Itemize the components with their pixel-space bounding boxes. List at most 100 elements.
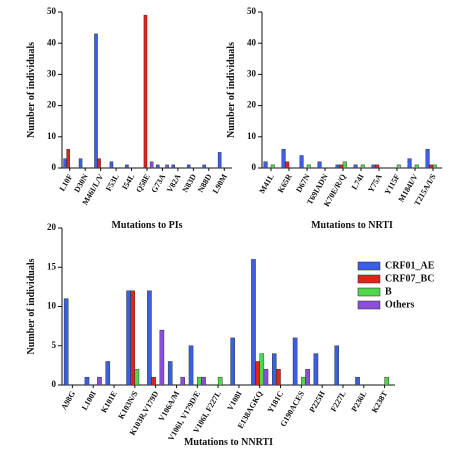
bar	[130, 290, 136, 386]
bar	[317, 161, 322, 169]
bar	[186, 164, 191, 169]
x-tick-label: L74I	[350, 173, 366, 192]
y-tick-label: 40	[47, 37, 57, 47]
y-tick-label: 10	[247, 131, 257, 141]
bar	[134, 369, 140, 386]
y-tick-label: 0	[52, 162, 57, 172]
legend-swatch	[357, 261, 381, 271]
y-tick-label: 20	[47, 222, 57, 232]
x-tick-label: V82A	[165, 172, 183, 194]
y-tick-label: 10	[47, 131, 57, 141]
x-tick-label: A98G	[59, 390, 77, 412]
bar	[84, 376, 90, 386]
legend-swatch	[357, 300, 381, 310]
x-tick-label: Y181C	[266, 389, 286, 414]
y-tick-label: 20	[247, 100, 257, 110]
x-tick-label: G73A	[149, 172, 167, 194]
bar	[156, 164, 160, 169]
bar	[63, 298, 69, 386]
x-axis-title: Mutations to PIs	[111, 220, 182, 231]
bar	[66, 149, 70, 169]
x-tick-label: P236L	[350, 390, 369, 414]
bar	[97, 158, 101, 169]
x-tick-label: K238T	[370, 389, 390, 414]
bar	[285, 161, 290, 169]
bar	[281, 149, 286, 169]
y-tick-label: 5	[52, 340, 57, 350]
x-axis-title: Mutations to NRTI	[311, 220, 393, 231]
bar	[125, 164, 129, 169]
bar	[432, 164, 437, 169]
bar	[126, 290, 131, 386]
y-tick-label: 10	[47, 301, 57, 311]
bar	[159, 329, 165, 386]
bar	[407, 158, 412, 169]
x-tick-label: K65R	[276, 172, 294, 194]
x-tick-label: Y115F	[383, 172, 402, 196]
bar	[396, 164, 401, 169]
bar	[414, 164, 419, 169]
x-tick-label: F227L	[329, 390, 348, 414]
bar	[270, 164, 275, 169]
x-tick-label: N83D	[181, 172, 199, 194]
x-tick-label: L100I	[80, 390, 98, 412]
bar	[151, 376, 156, 386]
x-axis-title: Mutations to NNRTI	[184, 437, 273, 448]
y-tick-label: 20	[47, 100, 57, 110]
bar	[384, 376, 389, 386]
bar	[429, 164, 434, 169]
y-tick-label: 30	[247, 68, 257, 78]
bar	[425, 149, 430, 169]
bar	[306, 164, 311, 169]
y-tick-label: 30	[47, 68, 57, 78]
bar	[276, 369, 281, 386]
bar	[342, 161, 347, 169]
bar	[375, 164, 380, 169]
y-axis-title: Number of individuals	[26, 258, 37, 354]
y-tick-label: 50	[47, 6, 57, 16]
y-tick-label: 15	[47, 261, 57, 271]
bar	[217, 376, 223, 386]
bar	[105, 361, 111, 386]
bar	[255, 361, 260, 386]
bar	[263, 161, 268, 169]
legend-label: CRF01_AE	[385, 260, 435, 271]
bar	[97, 376, 102, 386]
y-tick-label: 40	[247, 37, 257, 47]
x-tick-label: D67N	[294, 172, 312, 194]
bar	[63, 158, 67, 169]
x-tick-label: V108I	[225, 390, 243, 413]
bar	[197, 376, 202, 386]
bar	[143, 14, 148, 169]
x-tick-label: L90M	[211, 172, 229, 195]
x-tick-label: Y75A	[366, 172, 384, 194]
legend-swatch	[357, 274, 381, 284]
bar	[180, 376, 185, 386]
y-tick-label: 0	[252, 162, 257, 172]
legend-label: Others	[385, 299, 415, 310]
bar	[167, 361, 173, 386]
x-tick-label: P225H	[308, 389, 328, 414]
bar	[272, 353, 277, 386]
legend-swatch	[357, 287, 381, 297]
y-tick-label: 50	[247, 6, 257, 16]
bar	[188, 345, 194, 386]
bar	[217, 152, 222, 169]
bar	[251, 259, 256, 386]
bar	[94, 33, 98, 169]
bar	[371, 164, 376, 169]
y-axis-title: Number of individuals	[26, 42, 37, 138]
bar	[201, 376, 206, 386]
bar	[263, 369, 269, 386]
bar	[305, 369, 310, 386]
bar	[360, 164, 365, 169]
y-axis-title: Number of individuals	[226, 42, 237, 138]
bar	[259, 353, 265, 386]
bar	[147, 290, 152, 386]
bar	[299, 155, 304, 169]
y-tick-label: 0	[52, 379, 57, 389]
bar	[202, 164, 206, 169]
bar	[353, 164, 358, 169]
bar	[109, 161, 114, 169]
